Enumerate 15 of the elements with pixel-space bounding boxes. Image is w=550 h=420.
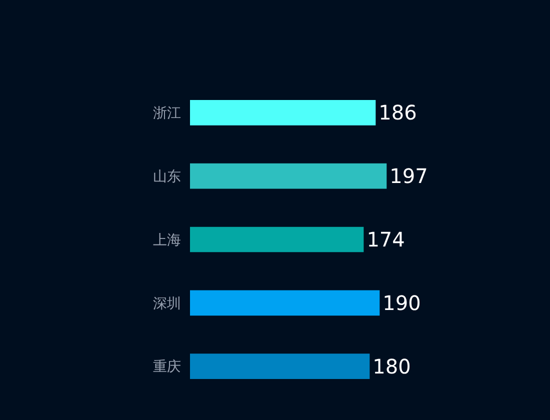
y-tick-label: 浙江 [153, 106, 181, 122]
bar [190, 163, 387, 189]
y-tick-label: 山东 [153, 169, 181, 185]
y-tick-label: 上海 [153, 232, 181, 248]
data-label: 174 [366, 228, 405, 252]
data-label: 197 [390, 164, 428, 188]
data-label: 186 [378, 100, 417, 125]
bar [190, 226, 364, 252]
y-tick-label: 重庆 [153, 359, 181, 376]
bar [190, 290, 380, 316]
bar [190, 100, 376, 126]
data-label: 180 [372, 354, 411, 378]
bar [190, 354, 370, 379]
y-tick-label: 深圳 [153, 296, 181, 312]
data-label: 190 [382, 290, 421, 315]
